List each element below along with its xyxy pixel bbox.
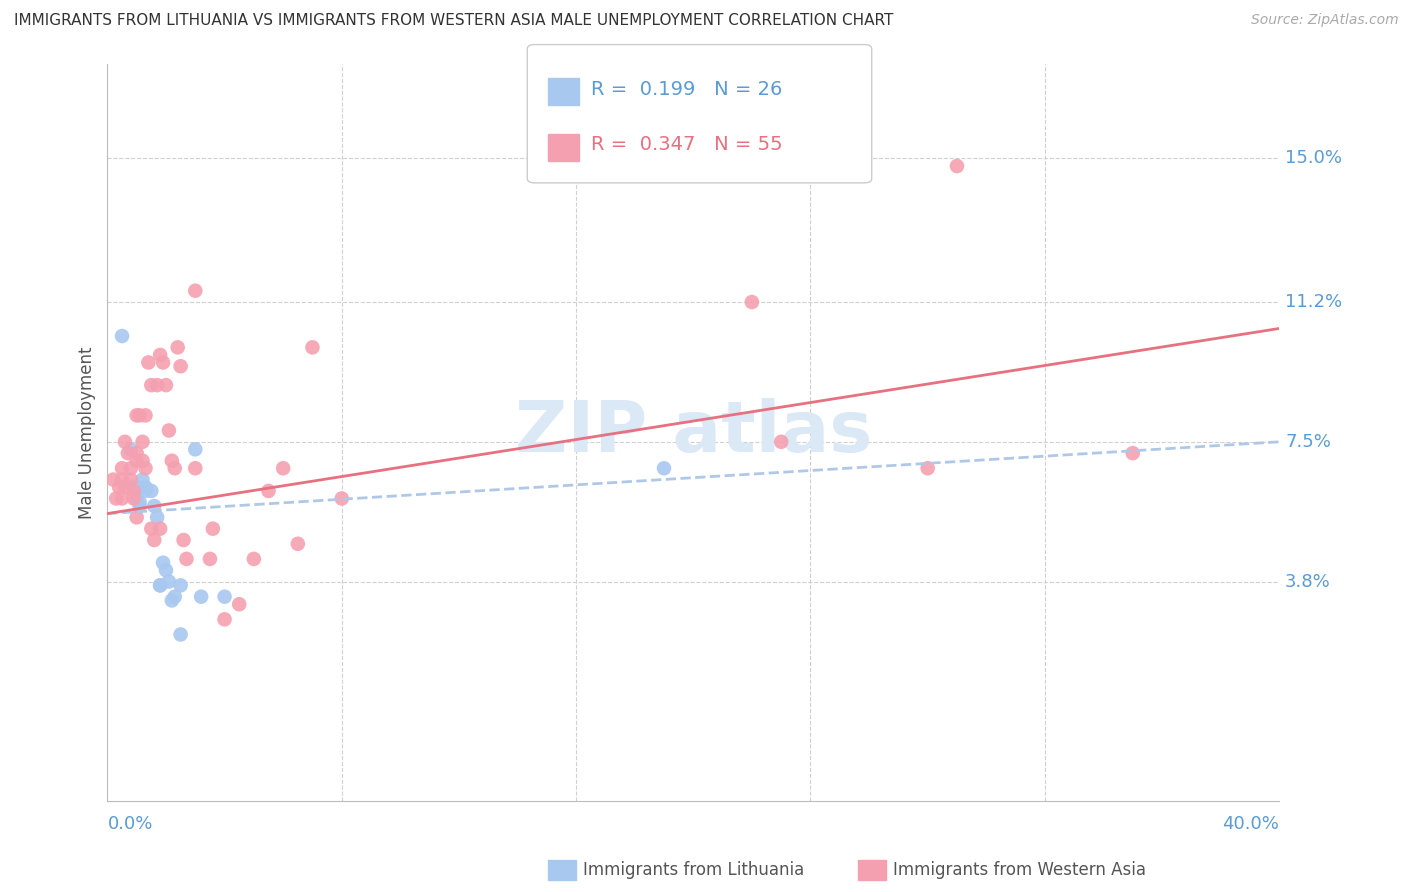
- Point: [120, 442, 142, 457]
- Point: [176, 552, 198, 566]
- Point: [214, 590, 236, 604]
- Point: [184, 461, 207, 475]
- Text: Source: ZipAtlas.com: Source: ZipAtlas.com: [1251, 13, 1399, 28]
- Point: [149, 348, 172, 362]
- Point: [125, 453, 148, 467]
- Text: IMMIGRANTS FROM LITHUANIA VS IMMIGRANTS FROM WESTERN ASIA MALE UNEMPLOYMENT CORR: IMMIGRANTS FROM LITHUANIA VS IMMIGRANTS …: [14, 13, 893, 29]
- Point: [228, 597, 250, 611]
- Point: [125, 480, 148, 494]
- Point: [125, 446, 148, 460]
- Point: [287, 537, 309, 551]
- Point: [143, 533, 166, 547]
- Point: [128, 495, 150, 509]
- Text: 11.2%: 11.2%: [1285, 293, 1343, 311]
- Point: [128, 499, 150, 513]
- Point: [243, 552, 266, 566]
- Point: [271, 461, 294, 475]
- Point: [105, 491, 128, 506]
- Point: [152, 355, 174, 369]
- Point: [198, 552, 221, 566]
- Point: [125, 409, 148, 423]
- Text: 7.5%: 7.5%: [1285, 433, 1331, 450]
- Point: [125, 510, 148, 524]
- Point: [134, 483, 156, 498]
- Point: [149, 578, 172, 592]
- Point: [330, 491, 353, 506]
- Point: [134, 409, 156, 423]
- Point: [152, 556, 174, 570]
- Point: [146, 510, 169, 524]
- Point: [111, 329, 134, 343]
- Point: [103, 473, 125, 487]
- Point: [120, 473, 142, 487]
- Point: [134, 461, 156, 475]
- Point: [114, 480, 136, 494]
- Point: [770, 434, 793, 449]
- Text: 0.0%: 0.0%: [107, 815, 153, 833]
- Point: [157, 574, 180, 589]
- Text: 40.0%: 40.0%: [1222, 815, 1279, 833]
- Point: [141, 378, 163, 392]
- Point: [108, 480, 131, 494]
- Point: [301, 340, 323, 354]
- Text: R =  0.199   N = 26: R = 0.199 N = 26: [591, 79, 782, 99]
- Point: [163, 590, 186, 604]
- Text: ZIP atlas: ZIP atlas: [515, 398, 872, 467]
- Point: [946, 159, 969, 173]
- Point: [214, 612, 236, 626]
- Text: 15.0%: 15.0%: [1285, 150, 1343, 168]
- Text: 3.8%: 3.8%: [1285, 573, 1331, 591]
- Point: [134, 480, 156, 494]
- Point: [146, 378, 169, 392]
- Point: [184, 442, 207, 457]
- Point: [131, 473, 153, 487]
- Text: R =  0.347   N = 55: R = 0.347 N = 55: [591, 135, 782, 154]
- Point: [1122, 446, 1144, 460]
- Point: [166, 340, 188, 354]
- Point: [122, 491, 145, 506]
- Point: [149, 522, 172, 536]
- Point: [155, 378, 177, 392]
- Point: [131, 434, 153, 449]
- Point: [163, 461, 186, 475]
- Point: [160, 453, 183, 467]
- Point: [143, 499, 166, 513]
- Point: [652, 461, 675, 475]
- Point: [141, 483, 163, 498]
- Point: [128, 409, 150, 423]
- Point: [741, 295, 763, 310]
- Point: [169, 627, 191, 641]
- Point: [169, 578, 191, 592]
- Point: [917, 461, 939, 475]
- Point: [122, 483, 145, 498]
- Point: [257, 483, 280, 498]
- Point: [190, 590, 212, 604]
- Point: [149, 578, 172, 592]
- Point: [111, 491, 134, 506]
- Text: Immigrants from Western Asia: Immigrants from Western Asia: [893, 861, 1146, 879]
- Point: [120, 461, 142, 475]
- Point: [111, 473, 134, 487]
- Point: [155, 563, 177, 577]
- Point: [160, 593, 183, 607]
- Point: [122, 480, 145, 494]
- Point: [125, 491, 148, 506]
- Point: [117, 446, 139, 460]
- Y-axis label: Male Unemployment: Male Unemployment: [79, 346, 96, 518]
- Point: [131, 453, 153, 467]
- Point: [138, 355, 160, 369]
- Point: [169, 359, 191, 374]
- Point: [184, 284, 207, 298]
- Point: [173, 533, 195, 547]
- Point: [114, 434, 136, 449]
- Text: Immigrants from Lithuania: Immigrants from Lithuania: [583, 861, 804, 879]
- Point: [201, 522, 224, 536]
- Point: [111, 461, 134, 475]
- Point: [157, 424, 180, 438]
- Point: [141, 522, 163, 536]
